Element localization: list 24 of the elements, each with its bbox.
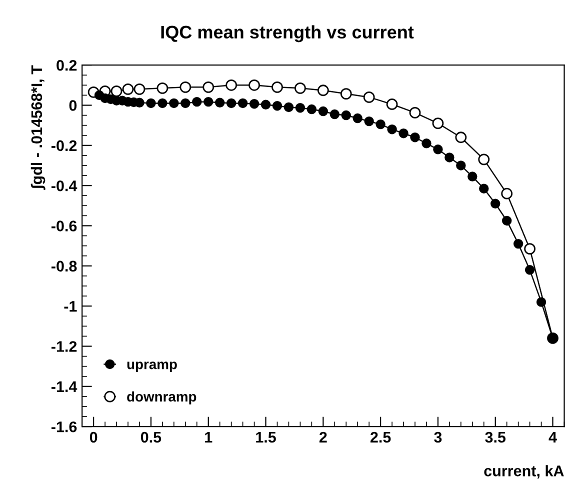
x-axis-title: current, kA [484,465,564,479]
legend-label: downramp [127,391,196,404]
x-tick-label: 1 [205,432,212,443]
y-axis-title: ∫gdl - .014568*I, T [30,65,46,190]
y-tick-label: -0.8 [51,260,77,272]
y-tick-label: -1.4 [51,381,78,392]
y-tick-label: -0.4 [51,180,78,192]
y-tick-label: -1.2 [51,341,77,352]
y-tick-label: -0.2 [51,140,77,152]
x-tick-label: 0.5 [140,432,162,443]
legend-label: upramp [127,362,177,372]
x-tick-label: 3 [434,432,442,443]
y-tick-label: -0.6 [51,220,77,232]
chart-title: IQC mean strength vs current [161,25,414,42]
x-tick-label: 0 [90,432,98,443]
y-tick-label: 0.2 [56,60,77,71]
x-tick-label: 4 [548,432,557,443]
x-tick-label: 2 [319,432,327,443]
y-tick-label: -1.6 [51,421,77,432]
x-tick-label: 1.5 [256,432,276,443]
x-tick-label: 2.5 [370,432,391,443]
y-tick-label: -1 [64,301,77,312]
x-tick-label: 3.5 [485,432,506,443]
y-tick-label: 0 [69,100,77,111]
